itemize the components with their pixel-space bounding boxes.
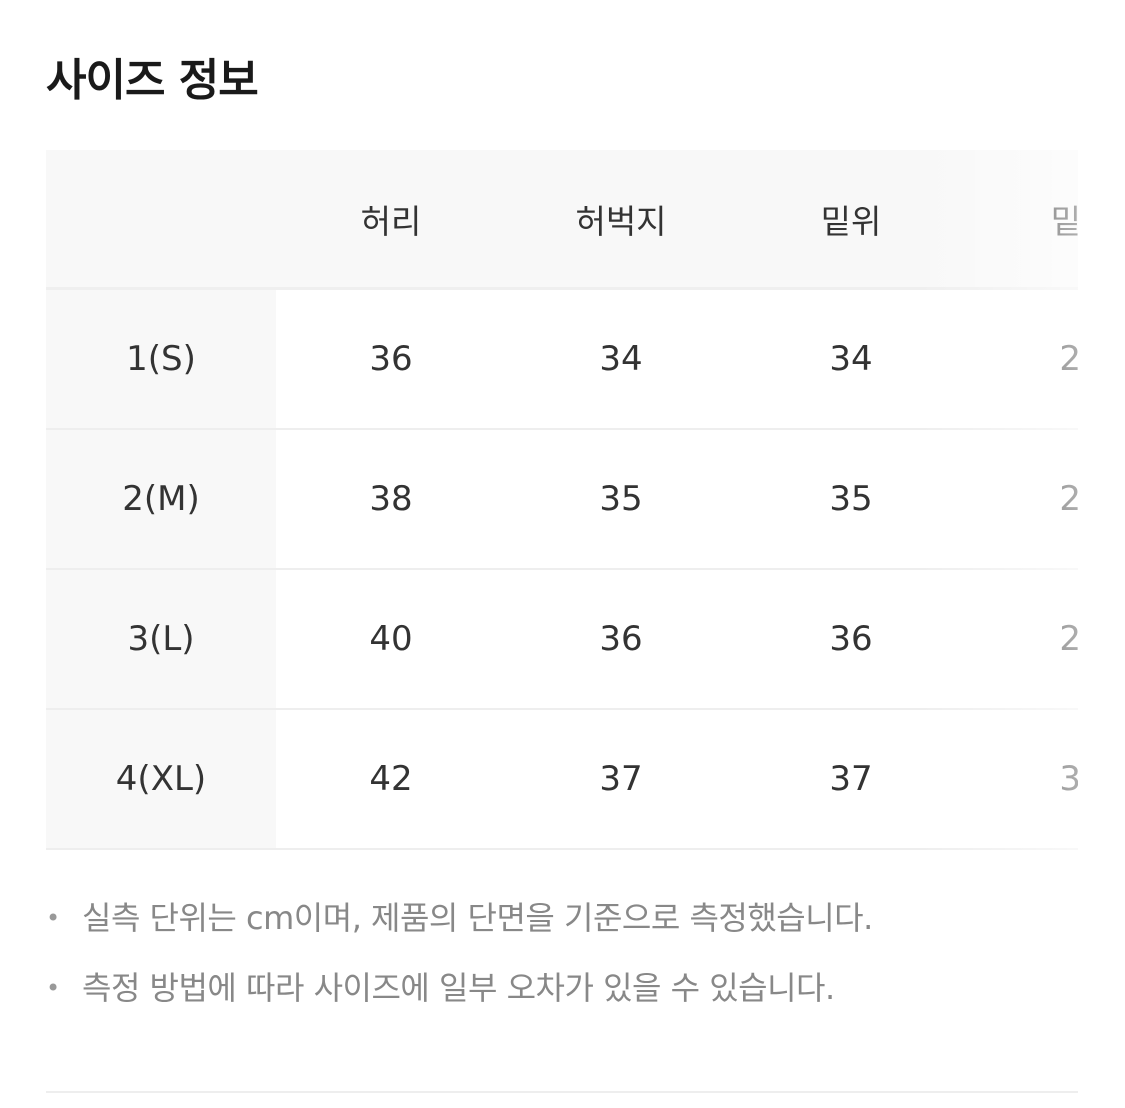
value-cell: 27 xyxy=(966,288,1078,430)
size-table: 허리 허벅지 밑위 밑단 1(S) 36 34 34 27 2(M) 38 35… xyxy=(46,150,1078,850)
note-item: • 측정 방법에 따라 사이즈에 일부 오차가 있을 수 있습니다. xyxy=(46,963,873,1033)
note-text: 측정 방법에 따라 사이즈에 일부 오차가 있을 수 있습니다. xyxy=(82,969,835,1007)
value-cell: 37 xyxy=(506,709,736,850)
note-text: 실측 단위는 cm이며, 제품의 단면을 기준으로 측정했습니다. xyxy=(82,899,873,937)
header-cell xyxy=(46,150,276,290)
size-cell: 3(L) xyxy=(46,569,276,710)
table-row: 4(XL) 42 37 37 30 xyxy=(46,709,1078,850)
header-cell: 허벅지 xyxy=(506,150,736,290)
note-item: • 실측 단위는 cm이며, 제품의 단면을 기준으로 측정했습니다. xyxy=(46,893,873,963)
bullet-icon: • xyxy=(46,974,60,1002)
divider xyxy=(46,1091,1078,1093)
size-table-scroll[interactable]: 허리 허벅지 밑위 밑단 1(S) 36 34 34 27 2(M) 38 35… xyxy=(46,150,1078,850)
value-cell: 36 xyxy=(276,288,506,430)
value-cell: 36 xyxy=(506,569,736,710)
size-notes: • 실측 단위는 cm이며, 제품의 단면을 기준으로 측정했습니다. • 측정 방… xyxy=(46,893,873,1033)
size-cell: 1(S) xyxy=(46,288,276,430)
value-cell: 35 xyxy=(736,429,966,570)
size-cell: 2(M) xyxy=(46,429,276,570)
value-cell: 29 xyxy=(966,569,1078,710)
header-cell: 밑위 xyxy=(736,150,966,290)
value-cell: 36 xyxy=(736,569,966,710)
header-cell: 허리 xyxy=(276,150,506,290)
value-cell: 35 xyxy=(506,429,736,570)
value-cell: 34 xyxy=(736,288,966,430)
bullet-icon: • xyxy=(46,904,60,932)
value-cell: 40 xyxy=(276,569,506,710)
table-header-row: 허리 허벅지 밑위 밑단 xyxy=(46,150,1078,290)
page-title: 사이즈 정보 xyxy=(46,55,259,106)
table-row: 1(S) 36 34 34 27 xyxy=(46,288,1078,430)
value-cell: 42 xyxy=(276,709,506,850)
table-row: 2(M) 38 35 35 28 xyxy=(46,429,1078,570)
size-cell: 4(XL) xyxy=(46,709,276,850)
value-cell: 34 xyxy=(506,288,736,430)
value-cell: 37 xyxy=(736,709,966,850)
value-cell: 38 xyxy=(276,429,506,570)
value-cell: 28 xyxy=(966,429,1078,570)
value-cell: 30 xyxy=(966,709,1078,850)
table-row: 3(L) 40 36 36 29 xyxy=(46,569,1078,710)
header-cell: 밑단 xyxy=(966,150,1078,290)
